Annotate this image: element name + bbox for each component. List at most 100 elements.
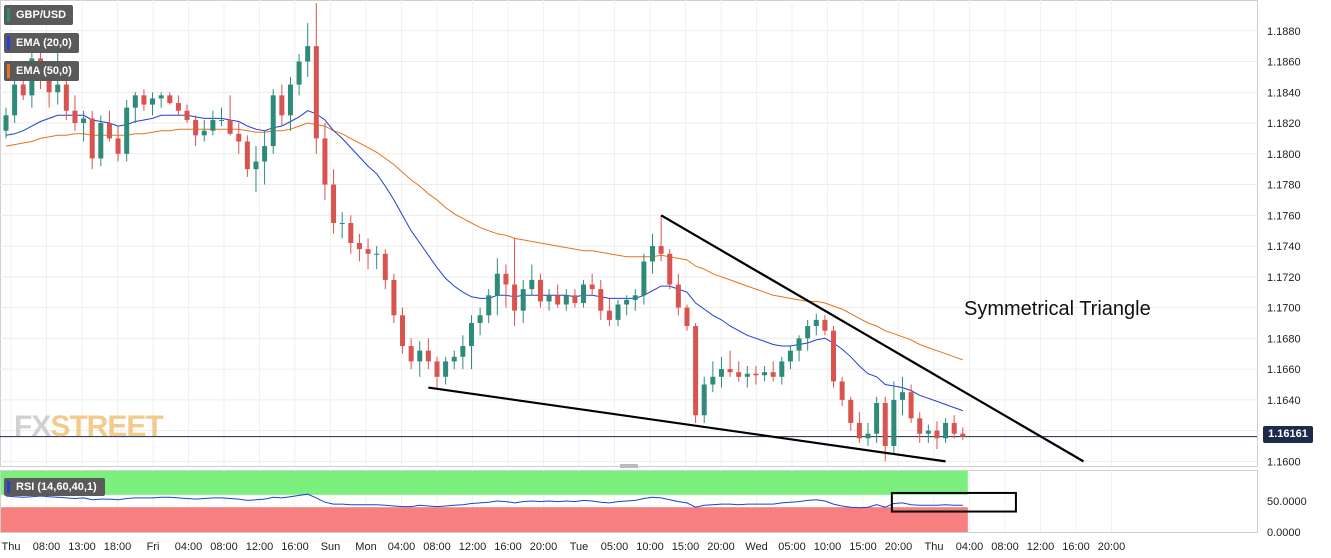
x-tick-label: Sun bbox=[321, 541, 341, 553]
candle-body bbox=[667, 253, 673, 285]
x-tick-label: 12:00 bbox=[246, 541, 274, 553]
candle-body bbox=[632, 295, 638, 300]
legend-ema50-label: EMA (50,0) bbox=[16, 65, 72, 77]
candle-body bbox=[451, 356, 457, 362]
candle-body bbox=[184, 110, 190, 120]
x-tick-label: 20:00 bbox=[885, 541, 913, 553]
candle-body bbox=[434, 361, 440, 377]
rsi-swatch bbox=[7, 481, 10, 493]
candle-body bbox=[555, 295, 561, 305]
candle-body bbox=[210, 119, 216, 131]
candle-body bbox=[943, 422, 949, 439]
x-tick-label: Mon bbox=[355, 541, 376, 553]
legend-symbol-badge[interactable]: GBP/USD bbox=[4, 5, 74, 25]
x-tick-label: 20:00 bbox=[1098, 541, 1126, 553]
candle-body bbox=[253, 161, 259, 170]
candle-body bbox=[374, 253, 380, 255]
candle-body bbox=[831, 330, 837, 382]
candle-body bbox=[805, 326, 811, 339]
candle-body bbox=[391, 279, 397, 316]
candle-body bbox=[443, 361, 449, 377]
candle-body bbox=[537, 279, 543, 302]
candle-body bbox=[106, 123, 112, 139]
x-tick-label: 13:00 bbox=[68, 541, 96, 553]
candle-body bbox=[839, 381, 845, 400]
candle-body bbox=[270, 95, 276, 147]
x-tick-label: 15:00 bbox=[849, 541, 877, 553]
candle-body bbox=[770, 372, 776, 377]
x-tick-label: Tue bbox=[570, 541, 589, 553]
candle-body bbox=[563, 295, 569, 305]
candle-body bbox=[219, 119, 224, 121]
x-tick-label: 04:00 bbox=[175, 541, 203, 553]
candle-body bbox=[46, 79, 52, 93]
y-tick-label: 1.1640 bbox=[1267, 395, 1301, 407]
candle-body bbox=[167, 95, 173, 104]
x-tick-label: 16:00 bbox=[494, 541, 522, 553]
candle-body bbox=[89, 118, 95, 159]
y-tick-label: 1.1740 bbox=[1267, 241, 1301, 253]
candle-body bbox=[865, 433, 871, 439]
candle-body bbox=[175, 103, 181, 111]
candle-body bbox=[339, 223, 345, 225]
ema50-line bbox=[5, 122, 963, 361]
candle-body bbox=[934, 430, 940, 439]
candle-body bbox=[20, 84, 26, 96]
candle-body bbox=[874, 402, 880, 434]
candle-body bbox=[917, 418, 923, 434]
x-tick-label: 16:00 bbox=[281, 541, 309, 553]
y-tick-label: 1.1600 bbox=[1267, 456, 1301, 468]
candle-body bbox=[287, 84, 293, 116]
candle-body bbox=[305, 46, 311, 62]
rsi-legend-badge[interactable]: RSI (14,60,40,1) bbox=[4, 478, 105, 496]
rsi-tick-label: 50.0000 bbox=[1267, 496, 1307, 508]
candle-body bbox=[822, 319, 828, 331]
trendline-upper bbox=[660, 214, 1085, 463]
symbol-swatch bbox=[7, 8, 10, 22]
y-tick-label: 1.1700 bbox=[1267, 303, 1301, 315]
legend-ema50-badge[interactable]: EMA (50,0) bbox=[4, 61, 79, 81]
rsi-highlight-box bbox=[890, 491, 1017, 513]
candle-body bbox=[882, 402, 888, 447]
candle-body bbox=[158, 95, 164, 99]
candle-body bbox=[753, 373, 759, 376]
candle-body bbox=[503, 273, 509, 285]
rsi-tick-label: 0.0000 bbox=[1267, 527, 1301, 539]
legend-ema20-badge[interactable]: EMA (20,0) bbox=[4, 33, 79, 53]
candle-body bbox=[546, 295, 552, 302]
candle-body bbox=[468, 322, 474, 347]
candle-body bbox=[400, 315, 406, 347]
candle-body bbox=[796, 338, 802, 351]
candle-body bbox=[55, 84, 61, 93]
candle-body bbox=[701, 384, 707, 416]
y-tick-label: 1.1840 bbox=[1267, 87, 1301, 99]
candle-body bbox=[115, 138, 121, 154]
price-panel-border bbox=[0, 0, 1258, 467]
current-price-tag: 1.16161 bbox=[1263, 426, 1313, 443]
candle-body bbox=[641, 261, 647, 296]
candle-body bbox=[124, 107, 130, 154]
candle-body bbox=[624, 299, 630, 305]
candle-body bbox=[529, 279, 535, 290]
candle-body bbox=[477, 315, 483, 323]
candle-body bbox=[813, 319, 819, 327]
candle-body bbox=[365, 249, 371, 254]
candle-body bbox=[417, 350, 423, 362]
x-tick-label: 08:00 bbox=[210, 541, 238, 553]
candle-body bbox=[193, 119, 199, 136]
x-tick-label: Thu bbox=[2, 541, 21, 553]
candle-body bbox=[244, 141, 250, 170]
candle-body bbox=[779, 361, 785, 377]
x-tick-label: 08:00 bbox=[33, 541, 61, 553]
candle-body bbox=[960, 433, 966, 437]
candle-body bbox=[63, 84, 69, 111]
candle-body bbox=[727, 369, 733, 373]
candle-body bbox=[848, 399, 854, 423]
candle-body bbox=[81, 118, 87, 124]
rsi-lower-zone bbox=[1, 507, 968, 532]
x-tick-label: Fri bbox=[147, 541, 160, 553]
candle-body bbox=[856, 422, 862, 439]
pattern-annotation: Symmetrical Triangle bbox=[964, 298, 1151, 320]
